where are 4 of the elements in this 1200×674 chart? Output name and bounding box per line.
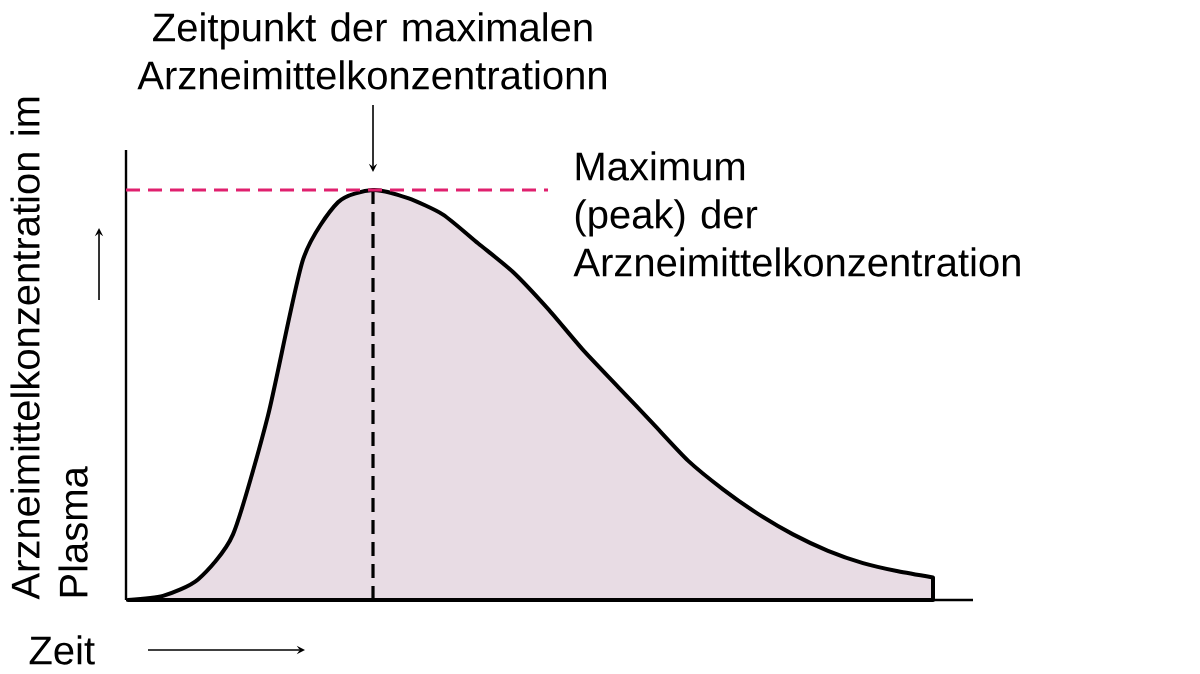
y-axis-title: Arzneimittelkonzentration im Plasma bbox=[10, 97, 88, 600]
text: Zeitpunkt der maximalen Arzneimittelkonzentrationn bbox=[137, 12, 606, 90]
x-axis-title: Zeit bbox=[29, 635, 95, 665]
ref-line-label: Maximum (peak) der Arzneimittelkonzentration bbox=[573, 151, 1020, 277]
